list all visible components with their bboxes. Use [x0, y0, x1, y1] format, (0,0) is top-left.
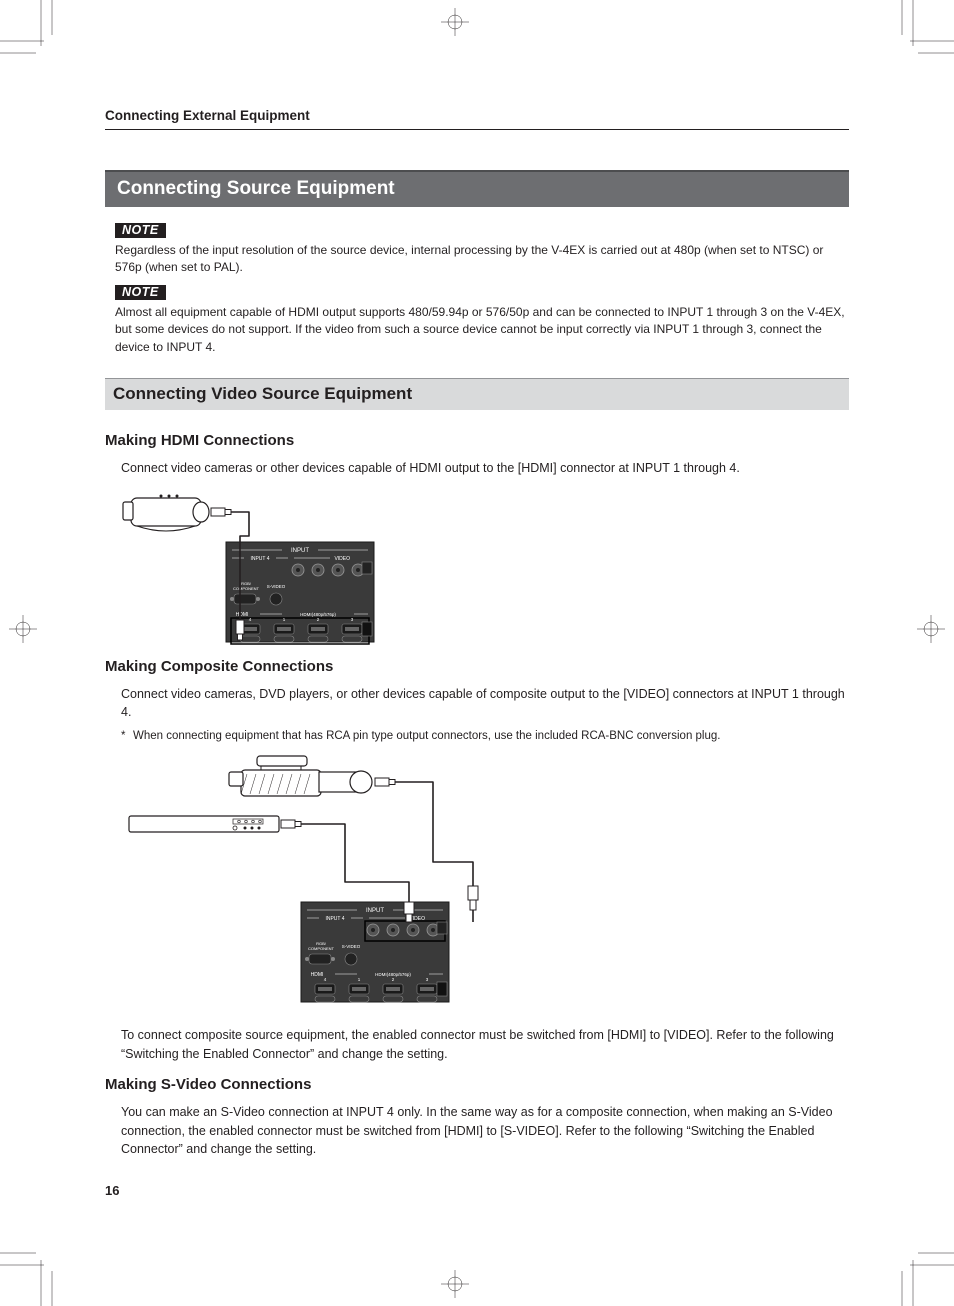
svg-text:COMPONENT: COMPONENT — [308, 946, 335, 951]
note-badge-icon: NOTE — [115, 285, 166, 300]
footnote-composite: *When connecting equipment that has RCA … — [121, 728, 849, 744]
running-head: Connecting External Equipment — [105, 108, 849, 130]
body-svideo: You can make an S-Video connection at IN… — [121, 1103, 849, 1159]
heading-composite: Making Composite Connections — [105, 658, 849, 675]
svg-text:INPUT: INPUT — [366, 908, 384, 914]
svg-text:INPUT 4: INPUT 4 — [250, 556, 269, 562]
subsection-video-source: Connecting Video Source Equipment — [105, 378, 849, 410]
page-content: Connecting External Equipment Connecting… — [105, 108, 849, 1165]
svg-text:COMPONENT: COMPONENT — [233, 586, 260, 591]
page-number: 16 — [105, 1183, 119, 1198]
body-hdmi: Connect video cameras or other devices c… — [121, 459, 849, 478]
diagram-hdmi: INPUTINPUT 4VIDEORGB/COMPONENTS-VIDEOHDM… — [121, 486, 849, 646]
svg-text:S-VIDEO: S-VIDEO — [342, 944, 361, 949]
note-text-2: Almost all equipment capable of HDMI out… — [115, 304, 849, 356]
footnote-text: When connecting equipment that has RCA p… — [133, 730, 720, 742]
svg-text:INPUT 4: INPUT 4 — [325, 916, 344, 922]
section-title-connecting-source: Connecting Source Equipment — [105, 170, 849, 207]
note-text-1: Regardless of the input resolution of th… — [115, 242, 849, 277]
note-badge-icon: NOTE — [115, 223, 166, 238]
svg-text:S-VIDEO: S-VIDEO — [267, 584, 286, 589]
body-composite: Connect video cameras, DVD players, or o… — [121, 685, 849, 723]
heading-hdmi: Making HDMI Connections — [105, 432, 849, 449]
svg-text:VIDEO: VIDEO — [334, 556, 350, 562]
svg-text:HDMI: HDMI — [236, 612, 249, 618]
svg-text:HDMI: HDMI — [311, 972, 324, 978]
svg-text:INPUT: INPUT — [291, 548, 309, 554]
body-composite-after: To connect composite source equipment, t… — [121, 1026, 849, 1064]
heading-svideo: Making S-Video Connections — [105, 1076, 849, 1093]
diagram-composite: INPUTINPUT 4VIDEORGB/COMPONENTS-VIDEOHDM… — [121, 754, 849, 1014]
